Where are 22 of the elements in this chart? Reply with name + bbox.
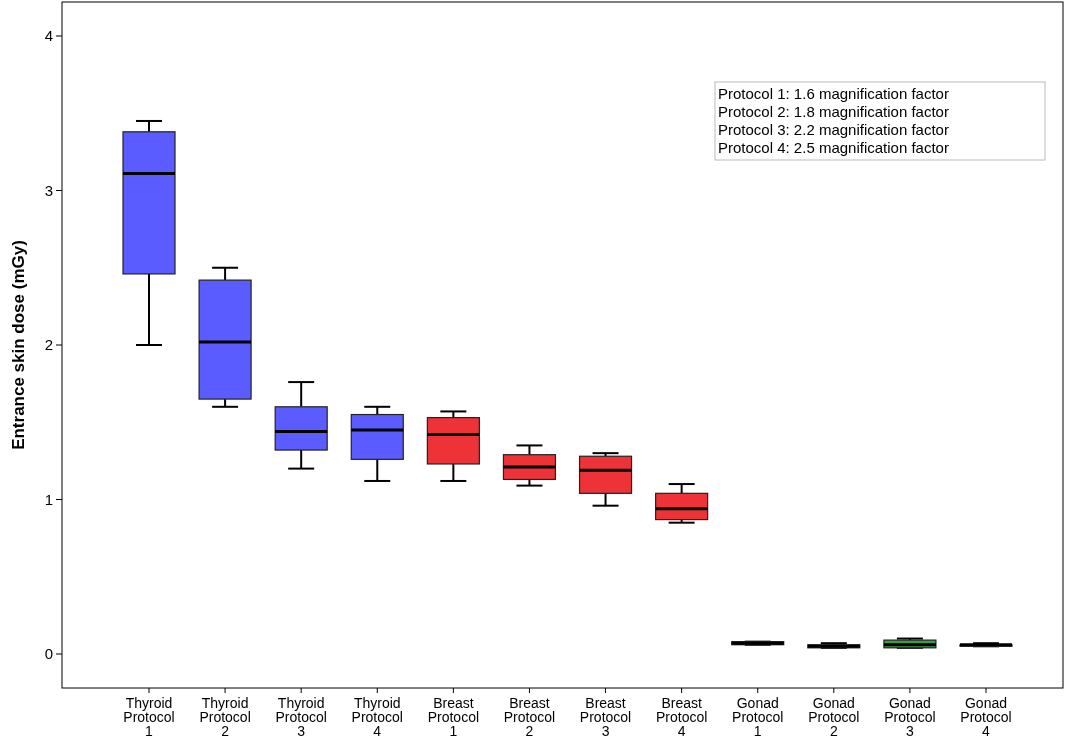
annotation: Protocol 4: 2.5 magnification factor — [718, 139, 949, 156]
x-tick-label: Breast Protocol 2 — [503, 695, 556, 739]
x-tick-label: Gonad Protocol 3 — [884, 695, 936, 739]
x-tick-label: Thyroid Protocol 2 — [199, 695, 251, 739]
x-tick-label: Breast Protocol 1 — [427, 695, 480, 739]
y-tick-label: 2 — [44, 336, 53, 354]
annotation: Protocol 1: 1.6 magnification factor — [718, 85, 949, 102]
x-tick-label: Gonad Protocol 2 — [808, 695, 860, 739]
x-tick-label: Breast Protocol 4 — [655, 695, 708, 739]
y-tick-label: 1 — [44, 490, 53, 508]
y-tick-label: 3 — [44, 181, 53, 199]
y-tick-label: 4 — [44, 27, 53, 45]
y-axis-title: Entrance skin dose (mGy) — [9, 240, 28, 450]
x-tick-label: Gonad Protocol 1 — [732, 695, 784, 739]
y-tick-label: 0 — [44, 645, 53, 663]
x-tick-label: Gonad Protocol 4 — [960, 695, 1012, 739]
annotation: Protocol 2: 1.8 magnification factor — [718, 103, 949, 120]
x-tick-label: Thyroid Protocol 1 — [123, 695, 175, 739]
annotation: Protocol 3: 2.2 magnification factor — [718, 121, 949, 138]
x-tick-label: Breast Protocol 3 — [579, 695, 632, 739]
x-tick-label: Thyroid Protocol 4 — [351, 695, 403, 739]
x-tick-label: Thyroid Protocol 3 — [275, 695, 327, 739]
